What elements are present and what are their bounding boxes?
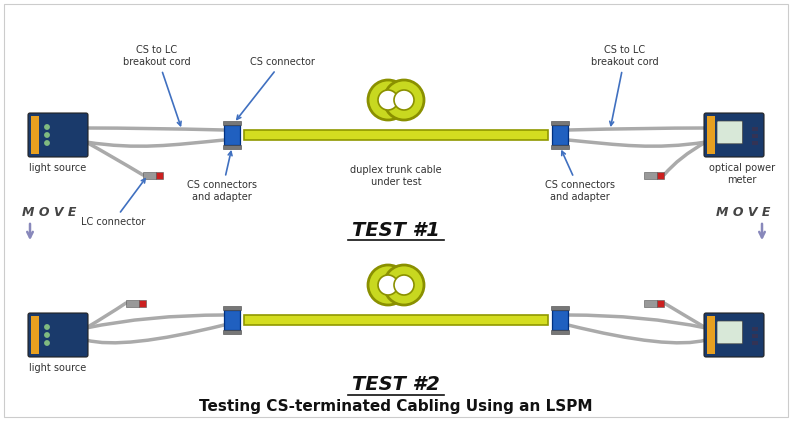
Text: CS connectors
and adapter: CS connectors and adapter <box>187 152 257 202</box>
Circle shape <box>384 265 424 305</box>
Bar <box>139 299 146 306</box>
Bar <box>657 299 664 306</box>
Text: Testing CS-terminated Cabling Using an LSPM: Testing CS-terminated Cabling Using an L… <box>200 399 592 413</box>
Text: CS to LC
breakout cord: CS to LC breakout cord <box>591 45 659 125</box>
Bar <box>644 299 657 306</box>
Bar <box>31 316 39 354</box>
Circle shape <box>394 90 414 110</box>
Bar <box>752 141 758 145</box>
Text: CS connector: CS connector <box>237 57 314 119</box>
Bar <box>707 116 715 154</box>
Text: CS to LC
breakout cord: CS to LC breakout cord <box>124 45 191 125</box>
Bar <box>551 330 569 334</box>
FancyBboxPatch shape <box>717 121 743 144</box>
Bar <box>224 125 240 145</box>
Bar <box>752 327 758 331</box>
FancyBboxPatch shape <box>704 313 764 357</box>
Circle shape <box>45 141 49 145</box>
Bar <box>551 145 569 149</box>
Circle shape <box>45 325 49 329</box>
Bar <box>551 121 569 125</box>
Circle shape <box>368 265 408 305</box>
FancyBboxPatch shape <box>28 113 88 157</box>
Bar <box>156 171 163 179</box>
Text: M O V E: M O V E <box>716 206 770 219</box>
Bar <box>644 171 657 179</box>
Text: duplex trunk cable
under test: duplex trunk cable under test <box>350 165 442 187</box>
Bar <box>707 316 715 354</box>
Text: TEST #1: TEST #1 <box>352 221 440 240</box>
Bar <box>244 315 548 325</box>
Text: light source: light source <box>29 163 86 173</box>
Circle shape <box>45 333 49 337</box>
FancyBboxPatch shape <box>717 321 743 344</box>
Bar <box>224 310 240 330</box>
Text: M O V E: M O V E <box>22 206 76 219</box>
Bar <box>752 127 758 131</box>
Text: CS connectors
and adapter: CS connectors and adapter <box>545 151 615 202</box>
Circle shape <box>45 125 49 129</box>
Text: TEST #2: TEST #2 <box>352 376 440 394</box>
Bar <box>752 341 758 345</box>
Circle shape <box>394 275 414 295</box>
Bar <box>552 125 568 145</box>
Bar <box>752 334 758 338</box>
Bar <box>657 171 664 179</box>
Circle shape <box>378 275 398 295</box>
FancyBboxPatch shape <box>704 113 764 157</box>
Bar <box>223 145 241 149</box>
Bar <box>126 299 139 306</box>
Bar <box>752 134 758 138</box>
Bar <box>223 330 241 334</box>
Text: optical power
meter: optical power meter <box>709 163 775 184</box>
Circle shape <box>45 341 49 345</box>
Bar <box>31 116 39 154</box>
Circle shape <box>45 133 49 137</box>
Bar <box>143 171 156 179</box>
Bar <box>223 121 241 125</box>
Circle shape <box>384 80 424 120</box>
Bar <box>223 306 241 310</box>
Text: light source: light source <box>29 363 86 373</box>
Bar <box>244 130 548 140</box>
Circle shape <box>368 80 408 120</box>
Text: LC connector: LC connector <box>81 179 145 227</box>
Bar <box>551 306 569 310</box>
Bar <box>552 310 568 330</box>
FancyBboxPatch shape <box>28 313 88 357</box>
Circle shape <box>378 90 398 110</box>
